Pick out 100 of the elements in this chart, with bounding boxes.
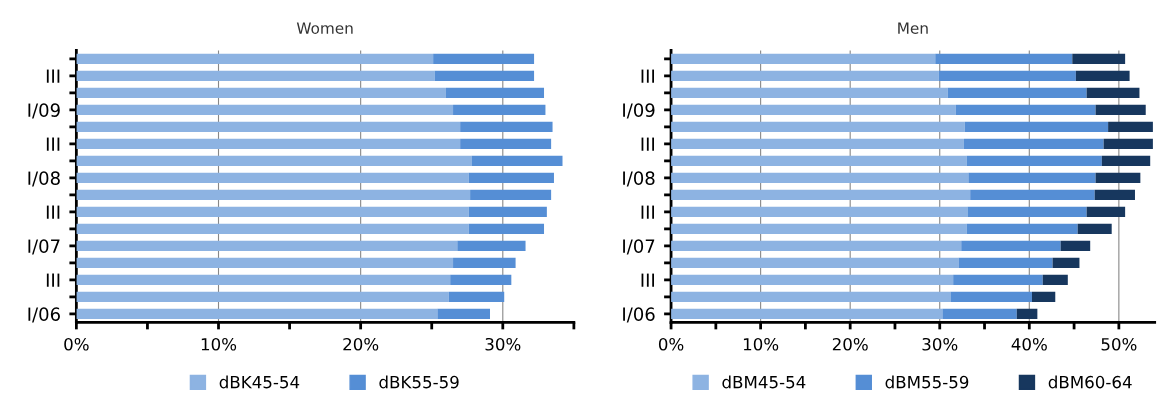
legend-label: dBK55-59 [379,375,459,389]
bar [970,189,1095,200]
y-tick-label: I/07 [623,239,655,255]
bar [950,291,1032,302]
bar [671,274,954,285]
bar [1031,291,1056,302]
y-tick-label: III [641,137,654,151]
bar [470,189,552,200]
bar [76,223,469,234]
bar [671,70,939,81]
y-tick-label: III [46,69,60,83]
bar [76,291,449,302]
bar [457,240,526,251]
bar [1101,155,1151,166]
bar [434,70,535,81]
bar [671,138,964,149]
bar [76,172,469,183]
x-tick-label: 30% [485,337,521,351]
bar [76,257,454,268]
bar [942,308,1017,319]
bar [967,206,1087,217]
bar [671,189,971,200]
bar [964,121,1109,132]
y-tick-label: III [46,137,60,151]
bar [1103,138,1153,149]
bar [1075,70,1130,81]
bar [671,87,948,98]
bar [433,53,535,64]
bar [460,138,552,149]
y-tick-label: III [641,273,654,287]
bar [671,155,967,166]
bar [938,70,1076,81]
x-tick-label: 20% [343,337,379,351]
bar [76,206,469,217]
x-tick-label: 30% [922,337,958,351]
y-tick-label: I/06 [623,307,655,323]
bar [671,172,969,183]
bar [1094,189,1135,200]
x-tick-label: 10% [743,337,779,351]
bar [76,274,451,285]
bar [963,138,1104,149]
bar [958,257,1053,268]
bar [445,87,545,98]
bar [1086,87,1140,98]
bar [76,121,461,132]
y-tick-label: I/08 [28,171,60,187]
bar [76,240,458,251]
y-tick-label: III [46,205,60,219]
bar [671,121,965,132]
bar [966,223,1078,234]
bar [671,257,959,268]
bar [437,308,491,319]
legend-label: dBM60-64 [1048,375,1132,389]
bar [1086,206,1126,217]
bar [671,206,968,217]
bar [76,104,454,115]
bar [1016,308,1038,319]
bar [671,291,951,302]
bar [1072,53,1126,64]
bar [450,274,512,285]
bar [453,104,546,115]
x-tick-label: 0% [64,337,89,351]
legend-label: dBM45-54 [722,375,806,389]
bar [953,274,1043,285]
y-tick-label: III [46,273,60,287]
bar [671,223,967,234]
bar [1095,104,1146,115]
legend-label: dBM55-59 [885,375,969,389]
bar [76,138,461,149]
bar [961,240,1061,251]
bar [468,223,545,234]
bar [1052,257,1080,268]
bar [468,172,554,183]
bar [460,121,553,132]
bar [1108,121,1153,132]
bar [1077,223,1112,234]
bar [468,206,547,217]
bar [671,104,956,115]
bar [1095,172,1141,183]
bar [671,308,943,319]
bar [947,87,1087,98]
y-tick-label: I/09 [28,103,60,119]
x-tick-label: 20% [832,337,868,351]
y-tick-label: I/07 [28,239,60,255]
legend-label: dBK45-54 [219,375,300,389]
bar [453,257,516,268]
y-tick-label: I/09 [623,103,655,119]
bar [1042,274,1068,285]
x-tick-label: 10% [201,337,237,351]
y-tick-label: III [641,69,654,83]
bar [1060,240,1091,251]
bar [471,155,563,166]
bar [955,104,1096,115]
bar [448,291,505,302]
y-tick-label: III [641,205,654,219]
chart-title: Women [296,22,353,34]
bar [76,308,438,319]
bar [76,70,435,81]
y-tick-label: I/06 [28,307,60,323]
bar [935,53,1073,64]
